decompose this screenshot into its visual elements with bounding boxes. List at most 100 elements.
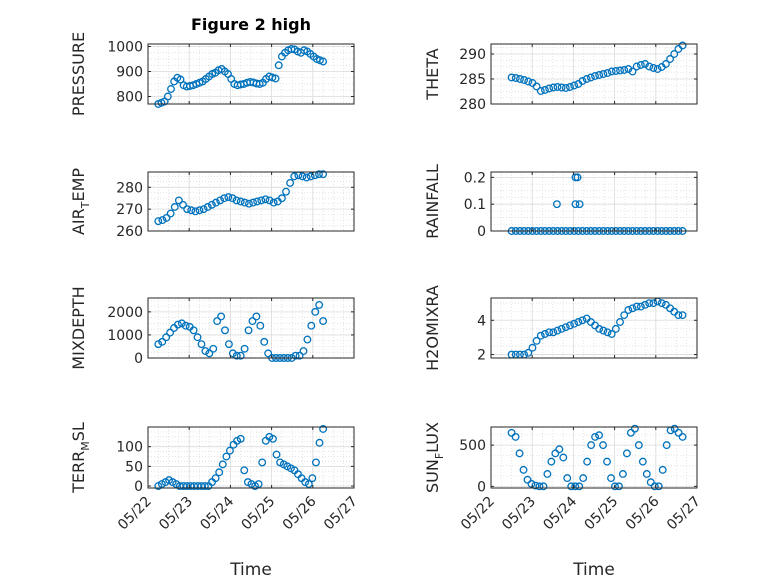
data-point [274, 61, 283, 70]
data-point [630, 424, 639, 433]
data-point [674, 428, 683, 437]
subplot-8: 0 500 05/22 05/23 05/24 05/25 05/26 05/27 SUNFLU… [423, 422, 704, 533]
data-point [240, 466, 249, 475]
data-point [641, 60, 649, 68]
data-point [170, 203, 179, 211]
data-point [302, 173, 311, 182]
data-point [511, 432, 520, 441]
x-tick-label: 05/23 [156, 494, 196, 534]
data-point [304, 480, 313, 489]
subplot-2: 280 285 290 THETA [423, 41, 698, 113]
data-point [232, 351, 241, 360]
data-point [527, 479, 536, 488]
data-point [634, 441, 643, 450]
subplot-5: 0 1000 2000 MIXDEPTH [69, 286, 355, 370]
y-tick-label: 50 [125, 459, 143, 475]
data-point [642, 470, 651, 478]
data-point [666, 426, 675, 435]
data-point [236, 197, 245, 206]
data-point [199, 205, 208, 214]
data-point [658, 465, 667, 474]
x-tick-label: 05/22 [115, 494, 155, 534]
data-point [603, 69, 612, 77]
data-point [298, 172, 307, 181]
data-point [618, 470, 627, 478]
data-point [628, 304, 637, 313]
y-tick-label: 800 [116, 90, 143, 106]
data-point [519, 465, 528, 474]
data-point [599, 441, 608, 450]
data-point [154, 340, 163, 349]
data-point [213, 317, 222, 326]
data-point [545, 328, 554, 337]
y-axis-label: AIRTEMP [69, 168, 92, 235]
data-point [678, 311, 687, 320]
data-point [256, 321, 265, 330]
data-point [523, 475, 532, 484]
data-point [603, 457, 611, 466]
data-point [645, 299, 654, 308]
data-point [607, 330, 616, 338]
data-point [579, 474, 588, 483]
data-point [557, 83, 566, 92]
data-point [183, 205, 192, 214]
data-point [319, 425, 328, 433]
data-point [626, 428, 635, 437]
data-point [632, 302, 641, 311]
x-axis-label-left: Time [229, 560, 272, 580]
data-point [649, 299, 658, 308]
data-point [575, 482, 584, 491]
data-point [561, 84, 570, 92]
data-point [209, 344, 218, 353]
data-point [532, 82, 541, 91]
x-tick-label: 05/24 [540, 493, 580, 533]
axes-box [147, 43, 355, 105]
data-point [220, 194, 229, 203]
axes-box [147, 297, 355, 359]
data-point [524, 348, 533, 357]
y-axis-label: PRESSURE [69, 32, 88, 116]
data-point [319, 57, 328, 66]
data-point [315, 170, 323, 179]
data-point [197, 340, 206, 349]
data-point [541, 330, 549, 338]
data-point [607, 67, 616, 76]
data-point [193, 333, 202, 342]
data-point [254, 480, 263, 489]
subplot-7: 0 50 100 05/22 05/23 05/24 05/25 05/26 05/27 TERR… [69, 422, 361, 533]
data-point [611, 482, 619, 491]
data-point [261, 195, 270, 204]
y-tick-label: 270 [116, 202, 143, 218]
data-point [249, 198, 258, 207]
data-point [571, 200, 580, 209]
data-point [678, 432, 687, 441]
data-point [595, 324, 604, 333]
figure-title: Figure 2 high [191, 15, 311, 34]
data-point [678, 41, 687, 50]
y-tick-label: 500 [459, 438, 486, 454]
x-tick-label: 05/26 [280, 493, 320, 533]
data-point [240, 198, 249, 207]
data-point [641, 300, 649, 309]
data-point [603, 328, 612, 337]
data-point [228, 349, 237, 358]
data-point [207, 200, 216, 209]
data-point [624, 306, 633, 314]
data-point [662, 441, 671, 450]
data-point [636, 61, 645, 69]
x-tick-label: 05/25 [582, 494, 622, 534]
data-point [591, 72, 599, 80]
data-point [616, 66, 624, 75]
y-tick-label: 100 [116, 440, 143, 456]
data-point [646, 478, 655, 487]
data-point [244, 326, 253, 335]
data-point [311, 307, 320, 316]
data-point [176, 75, 185, 84]
data-point [595, 431, 604, 440]
data-point [674, 45, 683, 53]
data-point [507, 73, 516, 82]
y-tick-label: 0.1 [464, 197, 486, 213]
data-point [308, 474, 317, 483]
data-point [174, 196, 183, 205]
